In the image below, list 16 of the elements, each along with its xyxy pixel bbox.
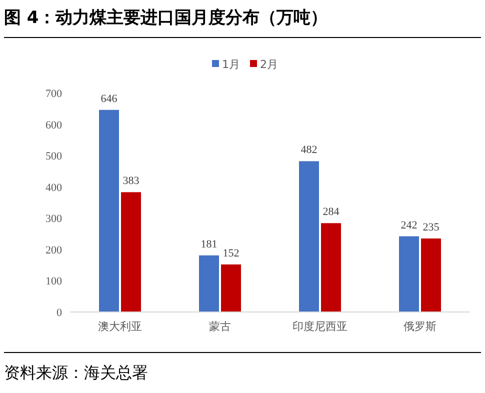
legend: 1月 (222, 58, 240, 71)
ytick: 700 (46, 88, 62, 100)
xtick: 印度尼西亚 (292, 320, 348, 333)
ytick: 300 (46, 213, 62, 226)
ytick: 500 (46, 150, 62, 163)
xtick: 俄罗斯 (404, 320, 436, 333)
ytick: 600 (46, 119, 62, 132)
ytick: 100 (46, 276, 62, 288)
annotation: 资料来源：海关总署 (4, 352, 481, 384)
ytick: 400 (46, 182, 62, 194)
title: 图 4：动力煤主要进口国月度分布（万吨） (4, 6, 481, 38)
ytick: 0 (56, 307, 62, 319)
legend: 2月 (260, 58, 278, 71)
xtick: 蒙古 (209, 320, 231, 333)
ytick: 200 (46, 244, 62, 256)
xtick: 澳大利亚 (98, 320, 142, 333)
